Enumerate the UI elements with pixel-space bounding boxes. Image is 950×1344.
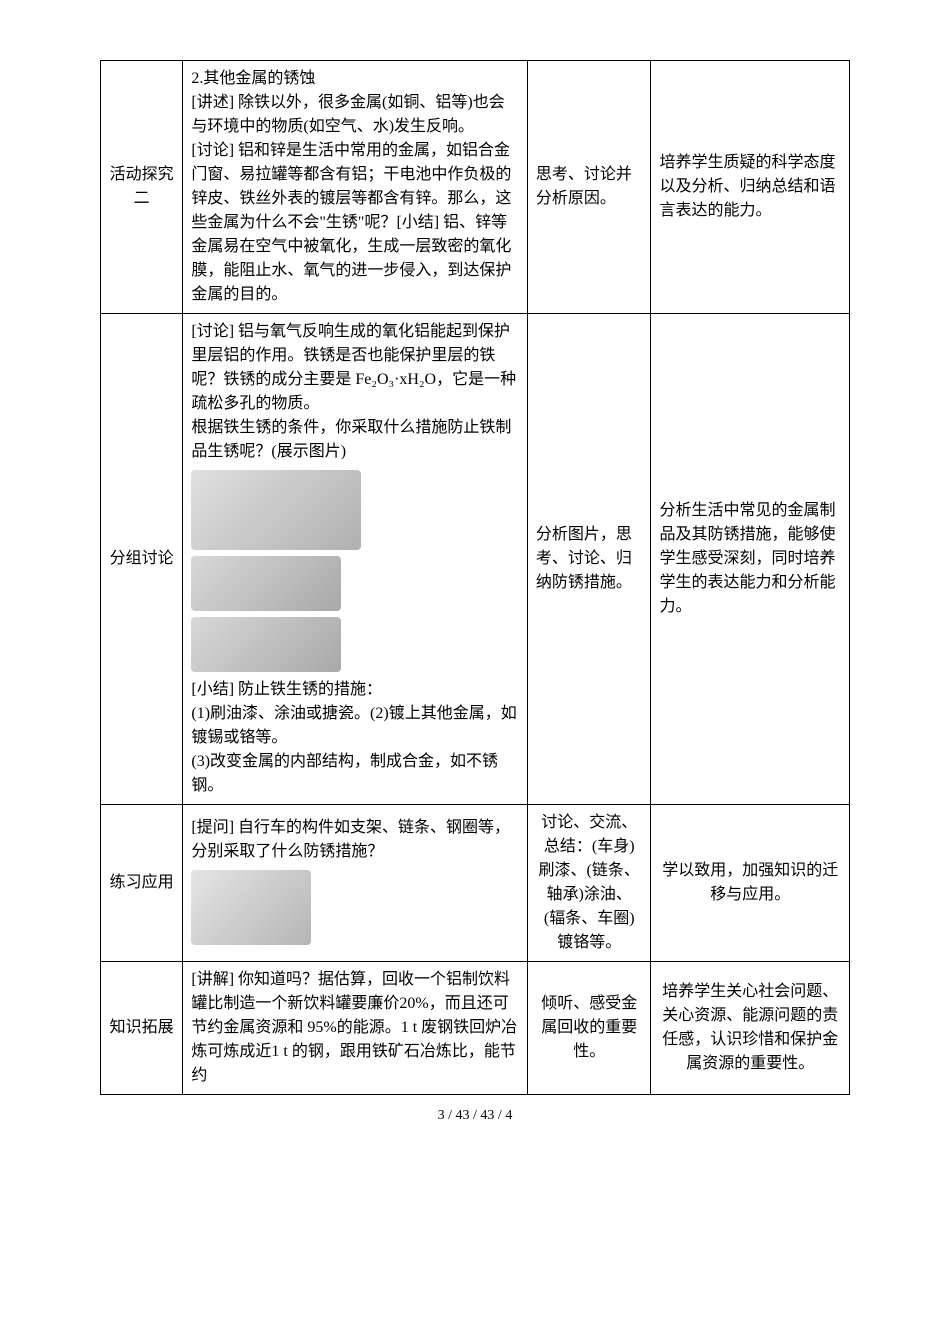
page-footer: 3 / 43 / 43 / 4 — [100, 1105, 850, 1126]
teacher-activity: [讲解] 你知道吗？据估算，回收一个铝制饮料罐比制造一个新饮料罐要廉价20%，而… — [183, 962, 528, 1095]
cell-text-pre: [讨论] 铝与氧气反响生成的氧化铝能起到保护里层铝的作用。铁锈是否也能保护里层的… — [191, 323, 516, 460]
design-intent: 培养学生质疑的科学态度以及分析、归纳总结和语言表达的能力。 — [651, 61, 850, 314]
design-intent: 学以致用，加强知识的迁移与应用。 — [651, 805, 850, 962]
lesson-plan-table: 活动探究二 2.其他金属的锈蚀 [讲述] 除铁以外，很多金属(如铜、铝等)也会与… — [100, 60, 850, 1095]
table-row: 知识拓展 [讲解] 你知道吗？据估算，回收一个铝制饮料罐比制造一个新饮料罐要廉价… — [101, 962, 850, 1095]
teacher-activity: [讨论] 铝与氧气反响生成的氧化铝能起到保护里层铝的作用。铁锈是否也能保护里层的… — [183, 314, 528, 805]
rust-example-image-1 — [191, 470, 361, 550]
student-activity: 思考、讨论并分析原因。 — [527, 61, 651, 314]
design-intent: 分析生活中常见的金属制品及其防锈措施，能够使学生感受深刻，同时培养学生的表达能力… — [651, 314, 850, 805]
bicycle-image — [191, 870, 311, 945]
student-activity: 倾听、感受金属回收的重要性。 — [527, 962, 651, 1095]
table-row: 分组讨论 [讨论] 铝与氧气反响生成的氧化铝能起到保护里层铝的作用。铁锈是否也能… — [101, 314, 850, 805]
rust-example-image-3 — [191, 617, 341, 672]
student-activity: 讨论、交流、总结：(车身)刷漆、(链条、轴承)涂油、(辐条、车圈)镀铬等。 — [527, 805, 651, 962]
student-activity: 分析图片，思考、讨论、归纳防锈措施。 — [527, 314, 651, 805]
rust-example-image-2 — [191, 556, 341, 611]
activity-label: 知识拓展 — [101, 962, 183, 1095]
cell-text: [讲解] 你知道吗？据估算，回收一个铝制饮料罐比制造一个新饮料罐要廉价20%，而… — [191, 971, 517, 1084]
cell-text-post: [小结] 防止铁生锈的措施： (1)刷油漆、涂油或搪瓷。(2)镀上其他金属，如镀… — [191, 681, 516, 794]
cell-text: 2.其他金属的锈蚀 [讲述] 除铁以外，很多金属(如铜、铝等)也会与环境中的物质… — [191, 70, 511, 303]
table-row: 活动探究二 2.其他金属的锈蚀 [讲述] 除铁以外，很多金属(如铜、铝等)也会与… — [101, 61, 850, 314]
teacher-activity: 2.其他金属的锈蚀 [讲述] 除铁以外，很多金属(如铜、铝等)也会与环境中的物质… — [183, 61, 528, 314]
activity-label: 练习应用 — [101, 805, 183, 962]
table-row: 练习应用 [提问] 自行车的构件如支架、链条、钢圈等，分别采取了什么防锈措施？ … — [101, 805, 850, 962]
activity-label: 活动探究二 — [101, 61, 183, 314]
activity-label: 分组讨论 — [101, 314, 183, 805]
teacher-activity: [提问] 自行车的构件如支架、链条、钢圈等，分别采取了什么防锈措施？ — [183, 805, 528, 962]
cell-text: [提问] 自行车的构件如支架、链条、钢圈等，分别采取了什么防锈措施？ — [191, 819, 510, 860]
design-intent: 培养学生关心社会问题、关心资源、能源问题的责任感，认识珍惜和保护金属资源的重要性… — [651, 962, 850, 1095]
